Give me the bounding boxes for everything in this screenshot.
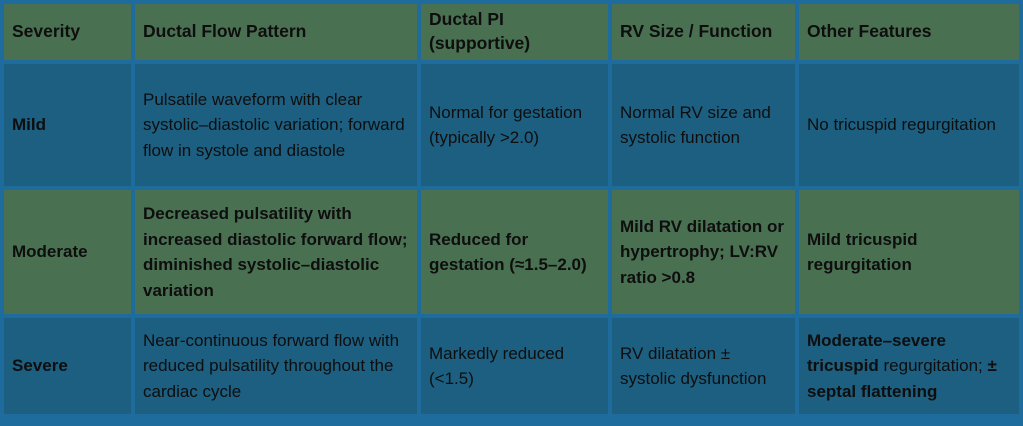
severe-other-segment-bold-1: Moderate–severe tricuspid (807, 330, 946, 376)
severe-other-segment-bold-2: ± septal flattening (807, 356, 997, 401)
header-cell-ductal-flow-pattern: Ductal Flow Pattern (135, 4, 417, 60)
cell-moderate-severity: Moderate (4, 190, 131, 314)
table-row-mild: Mild Pulsatile waveform with clear systo… (4, 64, 1019, 186)
cell-severe-flow: Near-continuous forward flow with reduce… (135, 318, 417, 414)
cell-severe-severity: Severe (4, 318, 131, 414)
cell-mild-severity: Mild (4, 64, 131, 186)
cell-mild-other: No tricuspid regurgitation (799, 64, 1019, 186)
cell-mild-rv: Normal RV size and systolic function (612, 64, 795, 186)
header-cell-ductal-pi: Ductal PI (supportive) (421, 4, 608, 60)
cell-moderate-flow: Decreased pulsatility with increased dia… (135, 190, 417, 314)
header-cell-other-features: Other Features (799, 4, 1019, 60)
header-cell-severity: Severity (4, 4, 131, 60)
header-cell-rv-size-function: RV Size / Function (612, 4, 795, 60)
table-row-severe: Severe Near-continuous forward flow with… (4, 318, 1019, 414)
cell-severe-other: Moderate–severe tricuspid regurgitation;… (799, 318, 1019, 414)
cell-moderate-rv: Mild RV dilatation or hypertrophy; LV:RV… (612, 190, 795, 314)
cell-moderate-other: Mild tricuspid regurgitation (799, 190, 1019, 314)
table-header-row: Severity Ductal Flow Pattern Ductal PI (… (4, 4, 1019, 60)
cell-severe-rv: RV dilatation ± systolic dysfunction (612, 318, 795, 414)
severe-other-segment-regular: regurgitation; (883, 356, 988, 376)
cell-mild-pi: Normal for gestation (typically >2.0) (421, 64, 608, 186)
cell-severe-pi: Markedly reduced (<1.5) (421, 318, 608, 414)
cell-mild-flow: Pulsatile waveform with clear systolic–d… (135, 64, 417, 186)
table-row-moderate: Moderate Decreased pulsatility with incr… (4, 190, 1019, 314)
cell-moderate-pi: Reduced for gestation (≈1.5–2.0) (421, 190, 608, 314)
